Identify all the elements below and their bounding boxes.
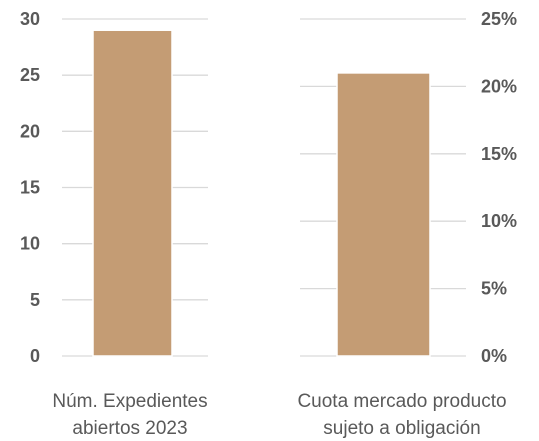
category-label-line: sujeto a obligación — [323, 418, 480, 439]
y-tick-label: 10% — [481, 211, 517, 231]
y-tick-label: 5 — [30, 290, 40, 310]
y-tick-label: 15 — [20, 178, 40, 198]
y-tick-label: 20 — [20, 121, 40, 141]
y-tick-label: 0 — [30, 346, 40, 366]
category-label-line: Núm. Expedientes — [52, 391, 207, 412]
y-tick-label: 5% — [481, 279, 507, 299]
category-label: Cuota mercado producto sujeto a obligació… — [297, 391, 506, 439]
y-tick-label: 10 — [20, 234, 40, 254]
bar — [92, 29, 173, 357]
left-panel-expedientes: 0 5 10 15 20 25 30 Núm. Expedientes abiertos 202… — [20, 9, 208, 439]
category-label: Núm. Expedientes abiertos 2023 — [52, 391, 207, 439]
bar — [336, 72, 431, 357]
y-tick-label: 25% — [481, 9, 517, 29]
y-tick-label: 30 — [20, 9, 40, 29]
right-panel-cuota-mercado: 0% 5% 10% 15% 20% 25% Cuota mercado producto su… — [297, 9, 517, 439]
y-tick-label: 20% — [481, 76, 517, 96]
category-label-line: abiertos 2023 — [72, 418, 187, 439]
y-tick-label: 25 — [20, 65, 40, 85]
y-tick-label: 15% — [481, 144, 517, 164]
y-tick-label: 0% — [481, 346, 507, 366]
category-label-line: Cuota mercado producto — [297, 391, 506, 412]
